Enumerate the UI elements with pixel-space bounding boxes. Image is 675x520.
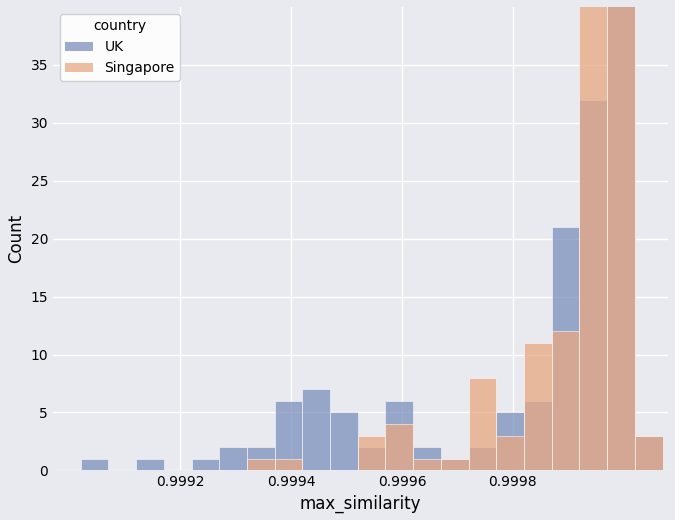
- Bar: [468, 378, 496, 471]
- Bar: [496, 412, 524, 471]
- Bar: [634, 436, 663, 471]
- Bar: [385, 401, 413, 471]
- Bar: [275, 459, 302, 471]
- Bar: [607, 0, 634, 471]
- Bar: [413, 459, 441, 471]
- Bar: [524, 401, 551, 471]
- Bar: [579, 0, 607, 471]
- Bar: [302, 389, 330, 471]
- Bar: [496, 436, 524, 471]
- Bar: [385, 424, 413, 471]
- Bar: [192, 459, 219, 471]
- Bar: [81, 459, 109, 471]
- Bar: [441, 459, 468, 471]
- Bar: [441, 459, 468, 471]
- Bar: [524, 343, 551, 471]
- Bar: [468, 447, 496, 471]
- Bar: [607, 0, 634, 471]
- Legend: UK, Singapore: UK, Singapore: [60, 14, 180, 81]
- Bar: [136, 459, 164, 471]
- Bar: [219, 447, 247, 471]
- Bar: [551, 227, 579, 471]
- Bar: [551, 331, 579, 471]
- X-axis label: max_similarity: max_similarity: [300, 495, 421, 513]
- Bar: [579, 100, 607, 471]
- Bar: [634, 436, 663, 471]
- Bar: [247, 459, 275, 471]
- Bar: [247, 447, 275, 471]
- Bar: [413, 447, 441, 471]
- Bar: [358, 436, 385, 471]
- Bar: [358, 447, 385, 471]
- Bar: [330, 412, 358, 471]
- Y-axis label: Count: Count: [7, 214, 25, 263]
- Bar: [275, 401, 302, 471]
